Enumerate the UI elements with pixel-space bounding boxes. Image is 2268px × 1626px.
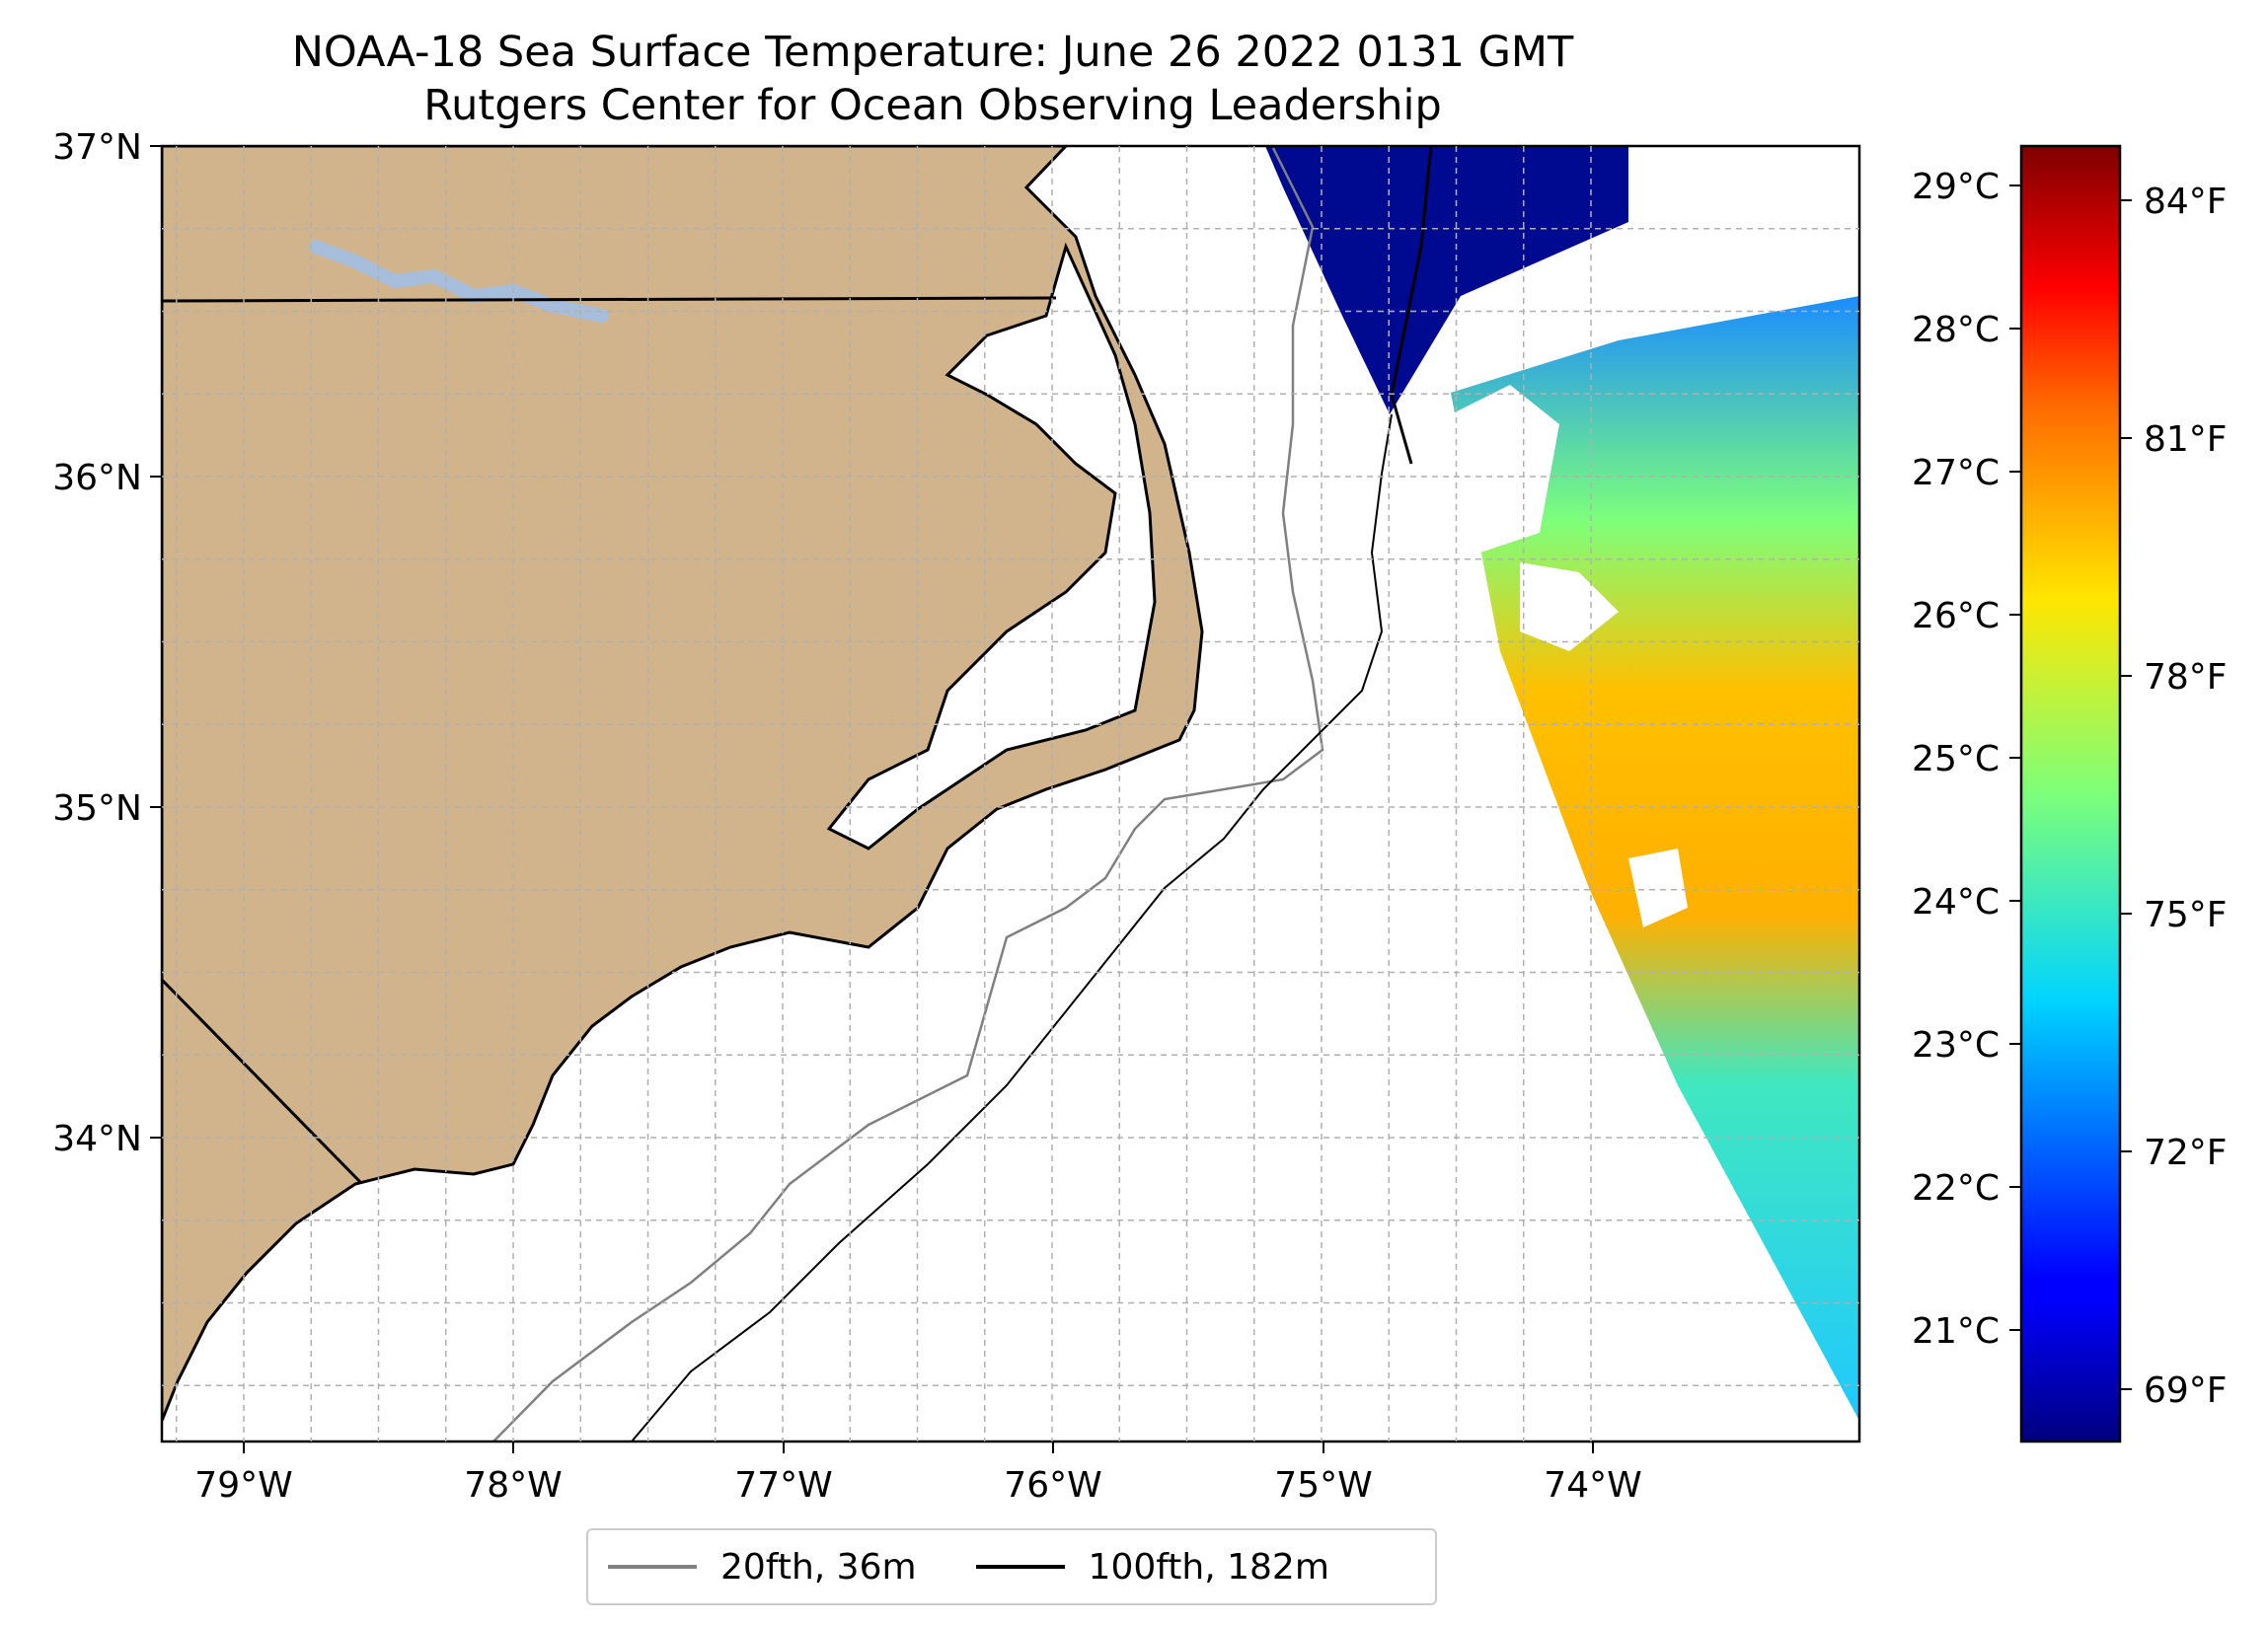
lat-tick-label: 36°N [52,458,142,498]
lon-tick-label: 76°W [1004,1465,1101,1506]
celsius-tick-label: 26°C [1912,596,2000,636]
celsius-tick-label: 29°C [1912,167,2000,207]
map-subtitle: Rutgers Center for Ocean Observing Leade… [423,81,1442,130]
celsius-tick-label: 27°C [1912,453,2000,493]
lat-tick-label: 35°N [52,788,142,829]
map-frame [160,144,1861,1443]
land-area [162,146,1204,1422]
fahrenheit-tick-label: 75°F [2144,895,2228,935]
celsius-tick-label: 21°C [1912,1311,2000,1352]
eez-line [1390,146,1433,465]
legend-item-20fth: 20fth, 36m [608,1547,917,1588]
celsius-tick-label: 25°C [1912,739,2000,779]
fahrenheit-tick-label: 84°F [2144,182,2228,222]
celsius-ticks: 29°C 28°C 27°C 26°C 25°C 24°C 23°C 22°C 21°C [1912,167,2021,1352]
longitude-labels: 79°W 78°W 77°W 76°W 75°W 74°W [194,1441,1642,1506]
lon-tick-label: 79°W [194,1465,292,1506]
celsius-tick-label: 22°C [1912,1168,2000,1209]
lon-tick-label: 77°W [734,1465,832,1506]
celsius-tick-label: 23°C [1912,1025,2000,1066]
fahrenheit-tick-label: 69°F [2144,1370,2228,1411]
lake [309,240,609,323]
lon-tick-label: 78°W [464,1465,562,1506]
isobath-100fth [631,413,1393,1441]
legend-label-100fth: 100fth, 182m [1088,1546,1329,1588]
legend-label-20fth: 20fth, 36m [720,1546,917,1588]
gridlines [162,146,1859,1441]
latitude-labels: 37°N 36°N 35°N 34°N [52,127,162,1159]
colorbar [2019,144,2122,1443]
celsius-tick-label: 28°C [1912,310,2000,350]
celsius-tick-label: 24°C [1912,882,2000,923]
sst-cold-region [1265,146,1628,414]
fahrenheit-tick-label: 78°F [2144,657,2228,698]
isobath-20fth [492,147,1324,1441]
legend-line-20fth [608,1565,697,1569]
map-title: NOAA-18 Sea Surface Temperature: June 26… [291,28,1574,77]
isobath-legend: 20fth, 36m 100fth, 182m [586,1528,1437,1605]
lat-tick-label: 37°N [52,127,142,168]
state-boundary-nc-sc [162,978,362,1184]
fahrenheit-tick-label: 72°F [2144,1133,2228,1173]
fahrenheit-tick-label: 81°F [2144,419,2228,460]
lon-tick-label: 74°W [1544,1465,1641,1506]
cloud-mask [1451,148,1826,927]
fahrenheit-ticks: 84°F 81°F 78°F 75°F 72°F 69°F [2120,182,2228,1411]
legend-line-100fth [975,1565,1065,1569]
legend-item-100fth: 100fth, 182m [975,1546,1329,1588]
lon-tick-label: 75°W [1274,1465,1372,1506]
lat-tick-label: 34°N [52,1119,142,1159]
